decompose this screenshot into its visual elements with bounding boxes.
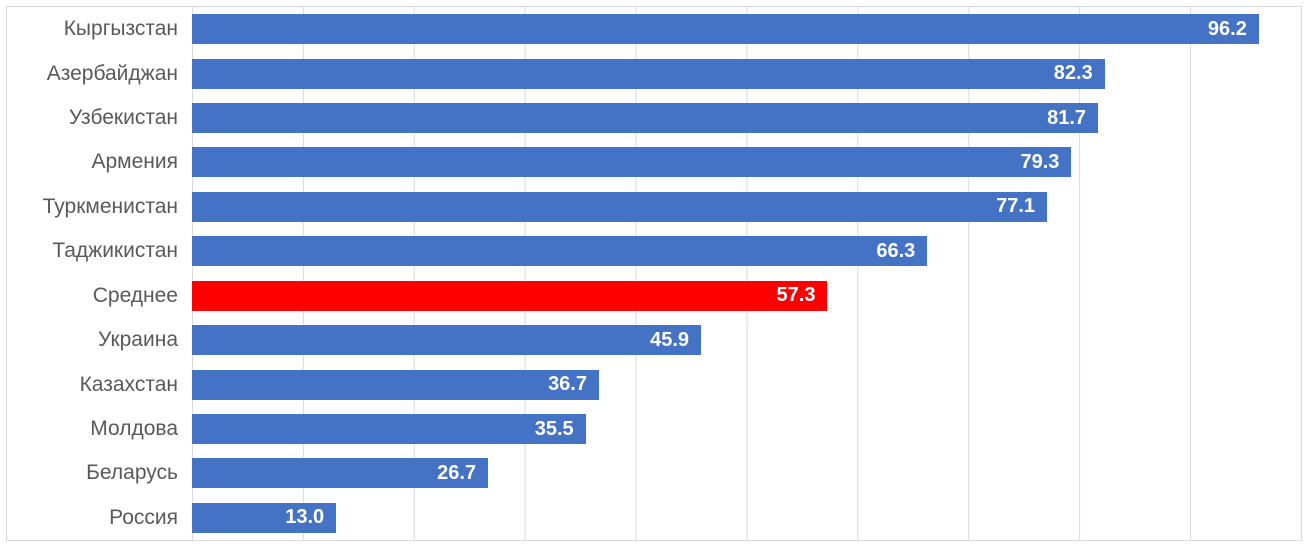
bar: 96.2	[192, 14, 1259, 45]
bar: 82.3	[192, 58, 1105, 89]
bar-area: 82.3	[192, 51, 1301, 95]
bar: 45.9	[192, 325, 702, 356]
bar-area: 45.9	[192, 318, 1301, 362]
bar-area: 57.3	[192, 274, 1301, 318]
bar: 66.3	[192, 236, 928, 267]
chart-row: Россия 13.0	[7, 496, 1301, 540]
bar: 36.7	[192, 369, 599, 400]
category-label: Среднее	[92, 283, 178, 307]
chart-row: Украина 45.9	[7, 318, 1301, 362]
bar-area: 26.7	[192, 451, 1301, 495]
bar: 13.0	[192, 502, 337, 533]
chart-row: Туркменистан 77.1	[7, 185, 1301, 229]
value-label: 36.7	[548, 373, 587, 396]
category-label: Таджикистан	[52, 239, 178, 263]
value-label: 96.2	[1207, 17, 1247, 40]
value-label: 66.3	[876, 239, 916, 262]
bar-area: 77.1	[192, 185, 1301, 229]
category-label: Россия	[109, 505, 178, 529]
chart-row: Молдова 35.5	[7, 407, 1301, 451]
bar-area: 13.0	[192, 496, 1301, 540]
chart-frame: Кыргызстан 96.2 Азербайджан 82.3 Узбекистан 8…	[6, 6, 1302, 541]
bar-area: 35.5	[192, 407, 1301, 451]
category-label: Армения	[91, 150, 178, 174]
bar-area: 36.7	[192, 362, 1301, 406]
value-label: 45.9	[650, 328, 690, 351]
value-label: 82.3	[1053, 62, 1093, 85]
value-label: 13.0	[285, 506, 325, 529]
bar: 26.7	[192, 458, 489, 489]
bar: 77.1	[192, 191, 1048, 222]
chart-row: Азербайджан 82.3	[7, 51, 1301, 95]
category-label: Узбекистан	[68, 106, 178, 130]
chart-row: Казахстан 36.7	[7, 362, 1301, 406]
bar-rows: Кыргызстан 96.2 Азербайджан 82.3 Узбекистан 8…	[7, 7, 1301, 540]
category-label: Беларусь	[86, 461, 178, 485]
chart-row: Армения 79.3	[7, 140, 1301, 184]
gridlines	[192, 7, 1301, 540]
bar-area: 81.7	[192, 96, 1301, 140]
highlight-bar: 57.3	[192, 280, 828, 311]
bar: 35.5	[192, 414, 586, 444]
value-label: 81.7	[1047, 106, 1087, 129]
value-label: 79.3	[1020, 150, 1060, 173]
bar: 81.7	[192, 103, 1099, 134]
bar: 79.3	[192, 147, 1072, 178]
bar-area: 79.3	[192, 140, 1301, 184]
value-label: 35.5	[534, 417, 574, 440]
value-label: 77.1	[996, 195, 1036, 218]
category-label: Казахстан	[79, 372, 178, 396]
category-label: Молдова	[90, 417, 178, 440]
value-label: 26.7	[437, 461, 477, 484]
chart-row: Среднее 57.3	[7, 274, 1301, 318]
bar-area: 96.2	[192, 7, 1301, 51]
category-label: Кыргызстан	[63, 17, 178, 41]
chart-row: Узбекистан 81.7	[7, 96, 1301, 140]
chart-row: Кыргызстан 96.2	[7, 7, 1301, 51]
category-label: Украина	[98, 328, 178, 352]
chart-row: Беларусь 26.7	[7, 451, 1301, 495]
category-label: Азербайджан	[46, 61, 178, 85]
chart-row: Таджикистан 66.3	[7, 229, 1301, 273]
value-label: 57.3	[776, 284, 816, 307]
category-label: Туркменистан	[42, 194, 178, 218]
bar-area: 66.3	[192, 229, 1301, 273]
